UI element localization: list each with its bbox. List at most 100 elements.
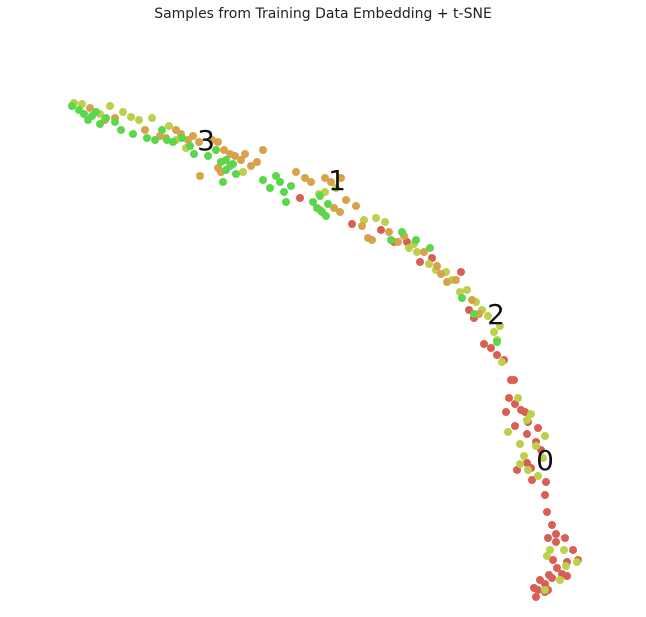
series-yellow-green bbox=[70, 99, 581, 594]
point-yellow-green-31 bbox=[496, 322, 504, 330]
point-yellow-green-52 bbox=[541, 586, 549, 594]
point-orange-18 bbox=[253, 158, 261, 166]
point-orange-17 bbox=[247, 162, 255, 170]
cluster-label-1: 1 bbox=[328, 164, 346, 197]
point-orange-16 bbox=[237, 156, 245, 164]
point-yellow-green-26 bbox=[463, 286, 471, 294]
point-red-30 bbox=[528, 476, 536, 484]
point-orange-10 bbox=[195, 138, 203, 146]
point-orange-23 bbox=[241, 150, 249, 158]
point-orange-27 bbox=[321, 174, 329, 182]
point-red-49 bbox=[541, 580, 549, 588]
point-red-36 bbox=[544, 534, 552, 542]
point-green-27 bbox=[222, 156, 230, 164]
point-yellow-green-46 bbox=[546, 546, 554, 554]
point-orange-29 bbox=[337, 174, 345, 182]
point-green-15 bbox=[169, 138, 177, 146]
point-green-29 bbox=[266, 184, 274, 192]
point-red-6 bbox=[428, 254, 436, 262]
point-orange-19 bbox=[259, 146, 267, 154]
point-green-32 bbox=[280, 188, 288, 196]
point-red-1 bbox=[348, 220, 356, 228]
point-green-8 bbox=[111, 118, 119, 126]
point-yellow-green-47 bbox=[543, 552, 551, 560]
point-green-25 bbox=[226, 162, 234, 170]
point-green-20 bbox=[212, 146, 220, 154]
point-green-40 bbox=[316, 192, 324, 200]
point-red-23 bbox=[534, 424, 542, 432]
point-yellow-green-38 bbox=[532, 442, 540, 450]
point-red-24 bbox=[523, 430, 531, 438]
point-red-16 bbox=[505, 394, 513, 402]
point-green-30 bbox=[272, 172, 280, 180]
point-green-47 bbox=[493, 338, 501, 346]
point-yellow-green-44 bbox=[534, 472, 542, 480]
chart-title: Samples from Training Data Embedding + t… bbox=[154, 6, 492, 22]
point-green-0 bbox=[68, 102, 76, 110]
point-red-17 bbox=[511, 400, 519, 408]
point-red-48 bbox=[563, 572, 571, 580]
point-orange-28 bbox=[327, 178, 335, 186]
point-yellow-green-33 bbox=[498, 358, 506, 366]
point-orange-35 bbox=[358, 222, 366, 230]
point-red-31 bbox=[542, 478, 550, 486]
point-green-38 bbox=[324, 200, 332, 208]
point-green-41 bbox=[387, 236, 395, 244]
point-red-47 bbox=[548, 574, 556, 582]
point-green-9 bbox=[117, 126, 125, 134]
point-yellow-green-39 bbox=[504, 428, 512, 436]
point-red-19 bbox=[502, 408, 510, 416]
point-yellow-green-36 bbox=[523, 416, 531, 424]
point-yellow-green-8 bbox=[165, 122, 173, 130]
point-green-34 bbox=[287, 182, 295, 190]
point-green-42 bbox=[398, 228, 406, 236]
point-red-39 bbox=[569, 546, 577, 554]
point-red-2 bbox=[377, 226, 385, 234]
point-red-0 bbox=[296, 194, 304, 202]
point-red-5 bbox=[416, 258, 424, 266]
point-orange-43 bbox=[437, 270, 445, 278]
point-green-28 bbox=[259, 176, 267, 184]
point-green-17 bbox=[186, 142, 194, 150]
point-orange-13 bbox=[220, 146, 228, 154]
point-yellow-green-45 bbox=[539, 454, 547, 462]
series-green bbox=[68, 102, 501, 346]
point-orange-46 bbox=[468, 296, 476, 304]
point-red-34 bbox=[548, 521, 556, 529]
point-red-35 bbox=[552, 530, 560, 538]
point-orange-42 bbox=[433, 262, 441, 270]
point-yellow-green-48 bbox=[560, 546, 568, 554]
point-green-24 bbox=[232, 170, 240, 178]
point-red-54 bbox=[534, 586, 542, 594]
point-green-33 bbox=[282, 198, 290, 206]
point-orange-45 bbox=[452, 276, 460, 284]
point-yellow-green-42 bbox=[516, 460, 524, 468]
cluster-label-0: 0 bbox=[536, 444, 554, 477]
point-yellow-green-29 bbox=[484, 312, 492, 320]
point-yellow-green-4 bbox=[119, 108, 127, 116]
point-yellow-green-34 bbox=[514, 394, 522, 402]
point-orange-41 bbox=[420, 248, 428, 256]
point-yellow-green-7 bbox=[148, 114, 156, 122]
point-yellow-green-14 bbox=[332, 184, 340, 192]
point-red-10 bbox=[480, 340, 488, 348]
point-green-31 bbox=[276, 178, 284, 186]
point-red-33 bbox=[543, 508, 551, 516]
point-yellow-green-41 bbox=[520, 452, 528, 460]
point-orange-26 bbox=[307, 178, 315, 186]
point-green-39 bbox=[322, 212, 330, 220]
point-yellow-green-51 bbox=[556, 576, 564, 584]
point-green-19 bbox=[204, 152, 212, 160]
point-green-45 bbox=[458, 294, 466, 302]
point-red-7 bbox=[457, 268, 465, 276]
point-yellow-green-17 bbox=[381, 218, 389, 226]
point-green-26 bbox=[219, 178, 227, 186]
point-orange-15 bbox=[231, 152, 239, 160]
point-orange-20 bbox=[196, 172, 204, 180]
point-yellow-green-43 bbox=[524, 466, 532, 474]
point-red-11 bbox=[487, 344, 495, 352]
point-yellow-green-49 bbox=[573, 558, 581, 566]
series-red bbox=[296, 194, 582, 601]
point-red-15 bbox=[510, 376, 518, 384]
point-yellow-green-30 bbox=[490, 328, 498, 336]
